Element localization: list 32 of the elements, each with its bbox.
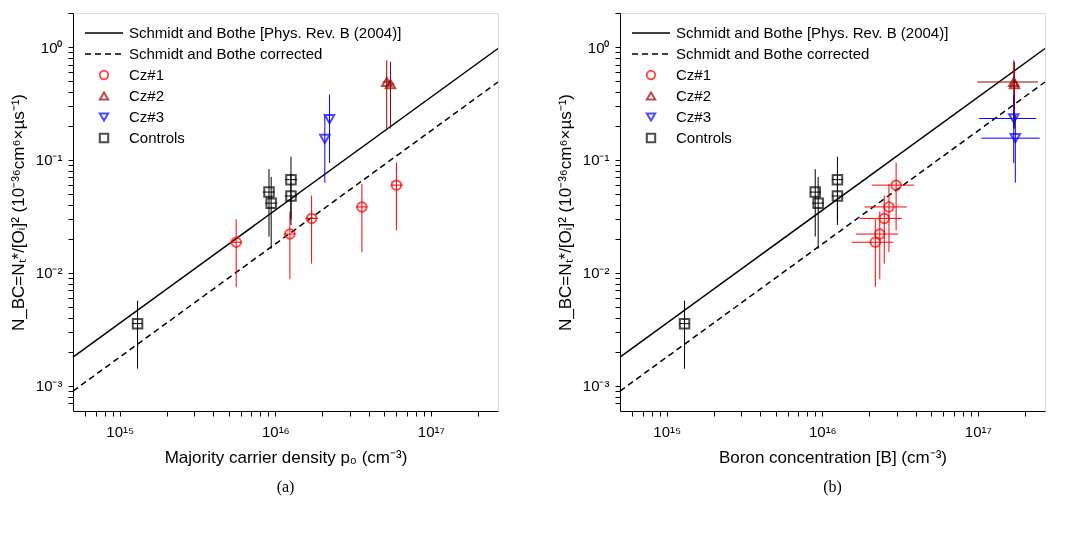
text: (b) <box>823 478 842 496</box>
legend-label: Cz#3 <box>129 108 165 125</box>
legend-label: Schmidt and Bothe corrected <box>676 45 870 62</box>
x-axis-title: Majority carrier density p₀ (cm⁻³) <box>164 447 408 467</box>
legend-label: Cz#1 <box>129 66 165 83</box>
y-tick-label: 10⁻³ <box>35 377 63 395</box>
y-tick-label: 10⁻³ <box>582 377 610 395</box>
legend-label: Cz#1 <box>676 66 712 83</box>
legend-label: Controls <box>676 129 732 146</box>
legend-label: Schmidt and Bothe [Phys. Rev. B (2004)] <box>676 24 949 41</box>
x-tick-label: 10¹⁵ <box>653 422 682 440</box>
y-tick-label: 10⁻² <box>582 264 610 282</box>
x-tick-label: 10¹⁷ <box>417 422 445 440</box>
y-tick-label: 10⁻² <box>35 264 63 282</box>
x-tick-label: 10¹⁶ <box>261 422 290 440</box>
x-tick-label: 10¹⁶ <box>808 422 837 440</box>
y-tick-label: 10⁰ <box>587 38 610 56</box>
legend-label: Cz#3 <box>676 108 712 125</box>
x-axis-title: Boron concentration [B] (cm⁻³) <box>718 447 948 467</box>
text: (a) <box>276 478 295 496</box>
legend-label: Controls <box>129 129 185 146</box>
y-tick-label: 10⁰ <box>40 38 63 56</box>
legend-label: Cz#2 <box>676 87 712 104</box>
legend-label: Cz#2 <box>129 87 165 104</box>
legend-label: Schmidt and Bothe [Phys. Rev. B (2004)] <box>129 24 402 41</box>
y-tick-label: 10⁻¹ <box>35 151 63 169</box>
x-tick-label: 10¹⁵ <box>106 422 135 440</box>
legend-label: Schmidt and Bothe corrected <box>129 45 323 62</box>
y-tick-label: 10⁻¹ <box>582 151 610 169</box>
y-axis-title: N_BC=Nₜ*/[Oᵢ]² (10⁻³⁶cm⁶×µs⁻¹) <box>8 93 28 332</box>
y-axis-title: N_BC=Nₜ*/[Oᵢ]² (10⁻³⁶cm⁶×µs⁻¹) <box>555 93 575 332</box>
x-tick-label: 10¹⁷ <box>964 422 992 440</box>
